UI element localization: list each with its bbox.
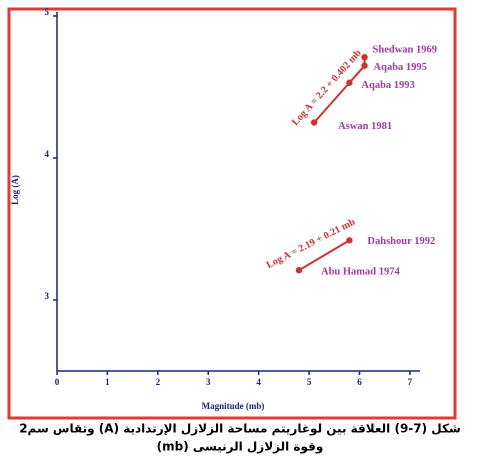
data-point — [346, 79, 353, 86]
data-point — [361, 53, 368, 61]
x-tick-label: 1 — [105, 377, 110, 387]
x-tick-label: 2 — [156, 377, 161, 387]
point-label: Abu Hamad 1974 — [321, 267, 401, 278]
point-label: Dahshour 1992 — [367, 236, 435, 247]
data-point — [310, 119, 318, 126]
y-tick-label: 5 — [45, 7, 50, 17]
point-label: Aqaba 1993 — [361, 80, 414, 91]
x-axis-label: Magnitude (mb) — [202, 401, 265, 411]
x-tick-label: 6 — [357, 377, 362, 387]
point-label: Aqaba 1995 — [374, 62, 427, 73]
caption: شكل (7-9) العلاقة بين لوغاريتم مساحة الز… — [19, 422, 461, 437]
point-label: Aswan 1981 — [338, 121, 392, 132]
data-point — [295, 266, 303, 274]
data-point — [361, 62, 368, 69]
x-tick-label: 7 — [408, 377, 413, 387]
point-label: Shedwan 1969 — [373, 45, 437, 56]
series-line — [313, 57, 366, 124]
x-tick-label: 3 — [206, 377, 211, 387]
data-point — [346, 237, 353, 244]
x-tick-label: 0 — [55, 377, 60, 387]
x-tick-label: 4 — [256, 377, 261, 387]
y-axis-label: Log (A) — [10, 175, 20, 205]
series-line — [298, 239, 350, 272]
frame — [7, 7, 457, 420]
x-tick-label: 5 — [307, 377, 312, 387]
equation: Log A = 2.2 + 0.402 mb — [290, 47, 364, 128]
y-tick-label: 3 — [45, 291, 50, 301]
caption: وقوة الزلازل الرنيسى (mb) — [157, 440, 324, 455]
y-tick-label: 4 — [45, 149, 50, 159]
